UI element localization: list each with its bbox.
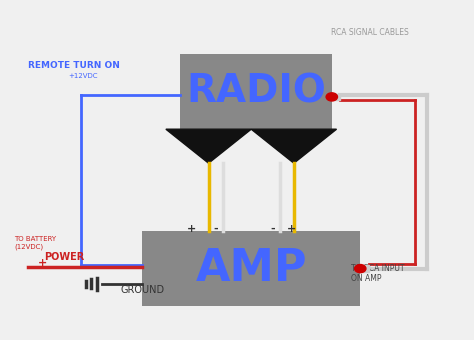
FancyBboxPatch shape xyxy=(142,231,360,306)
Text: POWER: POWER xyxy=(44,253,84,262)
Text: +: + xyxy=(287,224,296,234)
Text: -: - xyxy=(270,224,275,234)
Text: RADIO: RADIO xyxy=(186,73,326,111)
FancyBboxPatch shape xyxy=(180,54,332,129)
Polygon shape xyxy=(166,129,251,163)
Polygon shape xyxy=(251,129,337,163)
Text: TO RCA INPUT
ON AMP: TO RCA INPUT ON AMP xyxy=(351,264,404,284)
Text: RCA SIGNAL CABLES: RCA SIGNAL CABLES xyxy=(331,29,409,37)
Text: TO BATTERY
(12VDC): TO BATTERY (12VDC) xyxy=(14,236,56,250)
Text: GROUND: GROUND xyxy=(121,285,165,295)
Text: -: - xyxy=(213,224,218,234)
Text: +: + xyxy=(38,258,47,268)
Bar xyxy=(332,94,340,100)
Text: +: + xyxy=(187,224,197,234)
Text: AMP: AMP xyxy=(195,247,307,290)
Text: REMOTE TURN ON: REMOTE TURN ON xyxy=(27,61,119,70)
Bar xyxy=(360,265,369,272)
Circle shape xyxy=(326,93,337,101)
Circle shape xyxy=(355,265,366,273)
Text: +12VDC: +12VDC xyxy=(68,73,98,79)
